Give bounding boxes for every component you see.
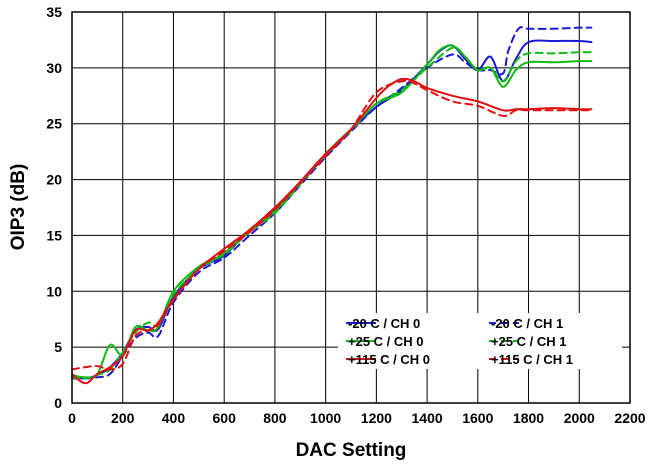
x-tick-label: 600: [213, 410, 237, 426]
gridlines: [72, 12, 630, 403]
legend-box: [338, 313, 622, 369]
x-tick-label: 2200: [614, 410, 645, 426]
x-tick-label: 0: [68, 410, 76, 426]
tick-labels: 0 200 400 600 800 1000 1200 1400 1600 1800 2000 220…: [46, 4, 645, 426]
x-axis-title: DAC Setting: [296, 440, 407, 461]
x-tick-label: 1600: [462, 410, 493, 426]
plot-frame: [71, 11, 631, 404]
legend-label: +115 C / CH 0: [348, 352, 430, 367]
legend-label: -20 C / CH 1: [491, 316, 563, 331]
y-tick-label: 5: [54, 339, 62, 355]
y-tick-label: 0: [54, 395, 62, 411]
x-tick-label: 1200: [361, 410, 392, 426]
x-tick-label: 400: [162, 410, 186, 426]
x-tick-label: 800: [263, 410, 287, 426]
series-group: [71, 26, 593, 385]
x-tick-label: 1800: [513, 410, 544, 426]
y-tick-label: 25: [46, 116, 62, 132]
legend-label: -20 C / CH 0: [348, 316, 420, 331]
y-tick-label: 20: [46, 172, 62, 188]
y-axis-title: OIP3 (dB): [8, 164, 29, 251]
y-tick-label: 15: [46, 227, 62, 243]
legend-label: +25 C / CH 0: [348, 334, 424, 349]
x-tick-label: 1000: [310, 410, 341, 426]
y-tick-label: 35: [46, 4, 62, 20]
y-tick-label: 30: [46, 60, 62, 76]
series-line-115-c-ch-0: [71, 77, 593, 385]
x-tick-label: 200: [111, 410, 135, 426]
x-tick-label: 1400: [412, 410, 443, 426]
legend: -20 C / CH 0 -20 C / CH 1 +25 C / CH 0 +25 …: [338, 313, 622, 369]
legend-entries: -20 C / CH 0 -20 C / CH 1 +25 C / CH 0 +25 …: [346, 316, 573, 367]
legend-label: +25 C / CH 1: [491, 334, 567, 349]
x-tick-label: 2000: [564, 410, 595, 426]
y-tick-label: 10: [46, 283, 62, 299]
legend-label: +115 C / CH 1: [491, 352, 573, 367]
series-line-115-c-ch-1: [71, 79, 593, 371]
